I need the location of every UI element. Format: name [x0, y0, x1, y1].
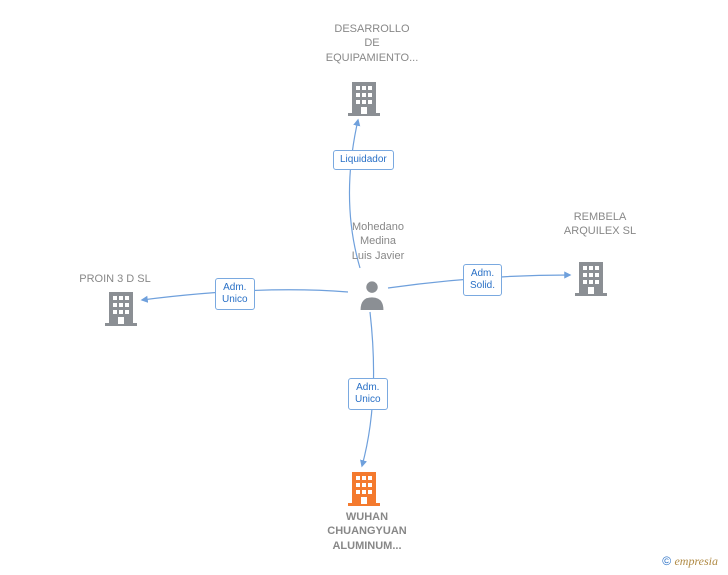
copyright-symbol: © — [662, 554, 671, 568]
node-label: WUHAN CHUANGYUAN ALUMINUM... — [302, 510, 432, 553]
brand-name: empresia — [674, 554, 718, 568]
node-label: DESARROLLO DE EQUIPAMIENTO... — [312, 22, 432, 65]
edge-label: Liquidador — [333, 150, 394, 170]
node-label: PROIN 3 D SL — [70, 272, 160, 286]
node-label: REMBELA ARQUILEX SL — [545, 210, 655, 239]
building-icon[interactable] — [575, 260, 607, 296]
building-icon[interactable] — [348, 470, 380, 506]
edge-label: Adm. Solid. — [463, 264, 502, 296]
edge-label: Adm. Unico — [348, 378, 388, 410]
building-icon[interactable] — [105, 290, 137, 326]
footer-credit: © empresia — [662, 554, 718, 569]
building-icon[interactable] — [348, 80, 380, 116]
center-node-label: Mohedano Medina Luis Javier — [338, 220, 418, 263]
person-icon — [358, 278, 386, 310]
diagram-canvas: DESARROLLO DE EQUIPAMIENTO... PROIN 3 D … — [0, 0, 728, 575]
edge-label: Adm. Unico — [215, 278, 255, 310]
